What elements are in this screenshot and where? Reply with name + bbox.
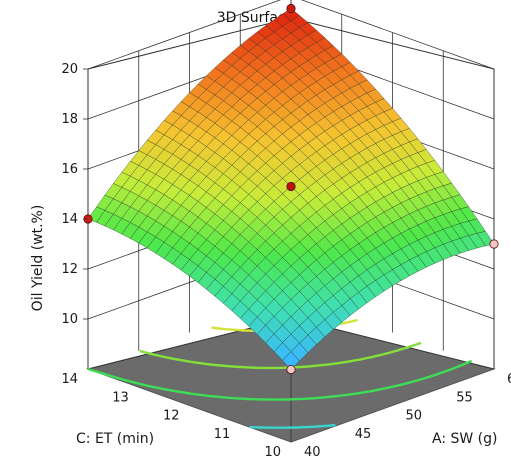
- y-tick-label: 14: [61, 372, 78, 387]
- contour-line: [249, 423, 336, 429]
- contour-line: [87, 359, 473, 401]
- design-point: [286, 3, 296, 14]
- z-tick-label: 20: [61, 62, 78, 77]
- z-axis-label: Oil Yield (wt.%): [30, 205, 46, 312]
- x-tick-label: 55: [456, 390, 473, 405]
- response-surface: [87, 8, 495, 370]
- z-tick-label: 18: [61, 112, 78, 127]
- y-tick-label: 11: [214, 427, 231, 442]
- x-axis-label: A: SW (g): [432, 431, 498, 447]
- z-tick-label: 16: [61, 162, 78, 177]
- y-tick-label: 13: [112, 390, 129, 405]
- x-tick-label: 40: [304, 445, 321, 460]
- x-tick-label: 60: [507, 372, 511, 387]
- design-point: [286, 181, 296, 192]
- z-tick-label: 10: [61, 312, 78, 327]
- axis-ticks: 10 12 14 16 18 20 40 45 50 55 60 10 11 12 13 14: [61, 62, 511, 460]
- contour-line: [139, 341, 422, 370]
- design-point: [286, 364, 296, 375]
- z-tick-label: 12: [61, 262, 78, 277]
- axis-labels: Oil Yield (wt.%) A: SW (g) C: ET (min): [30, 205, 498, 447]
- z-tick-label: 14: [61, 212, 78, 227]
- wall-gridline-z: [87, 0, 495, 70]
- y-axis-label: C: ET (min): [76, 431, 154, 447]
- design-point: [489, 239, 499, 249]
- y-tick-label: 10: [264, 445, 281, 460]
- surface-cell: [282, 351, 300, 370]
- x-tick-label: 45: [355, 427, 372, 442]
- y-tick-label: 12: [163, 409, 180, 424]
- x-tick-label: 50: [406, 409, 423, 424]
